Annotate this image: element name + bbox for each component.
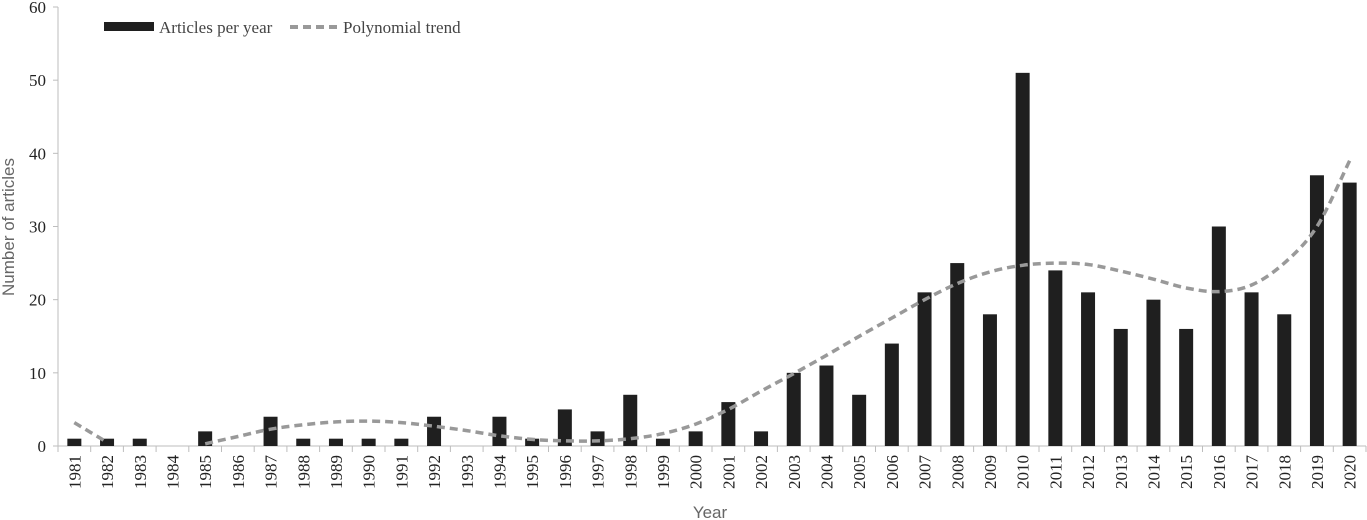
bar	[819, 365, 834, 446]
y-axis: 0 10 20 30 40 50 60	[29, 0, 59, 456]
x-tick-label: 1985	[196, 455, 215, 489]
x-tick-label: 2005	[850, 455, 869, 489]
bar	[132, 438, 147, 446]
y-tick-label: 50	[29, 71, 46, 90]
bar	[263, 416, 278, 446]
x-tick-label: 1982	[98, 455, 117, 489]
x-tick-label: 1984	[163, 455, 182, 490]
x-tick-label: 1983	[131, 455, 150, 489]
bar	[1179, 328, 1194, 446]
x-tick-label: 2011	[1046, 455, 1065, 488]
x-tick-label: 2001	[719, 455, 738, 489]
x-tick-label: 2014	[1144, 455, 1163, 490]
bar	[688, 431, 703, 446]
bar	[492, 416, 507, 446]
bar	[917, 292, 932, 446]
bar	[1211, 226, 1226, 446]
x-tick-label: 1988	[294, 455, 313, 489]
bar	[623, 394, 638, 446]
bar	[1015, 72, 1030, 446]
x-tick-label: 1990	[360, 455, 379, 489]
x-tick-label: 2019	[1308, 455, 1327, 489]
bar	[982, 314, 997, 446]
x-tick-label: 2009	[981, 455, 1000, 489]
bar	[786, 372, 801, 446]
x-tick-label: 1994	[490, 455, 509, 490]
x-tick-label: 1987	[262, 455, 281, 490]
x-tick-label: 2003	[785, 455, 804, 489]
trend-line	[204, 159, 1352, 446]
x-tick-label: 2015	[1177, 455, 1196, 489]
x-tick-label: 2017	[1243, 455, 1262, 490]
bar	[884, 343, 899, 446]
bar	[296, 438, 311, 446]
bar	[655, 438, 670, 446]
bar	[1113, 328, 1128, 446]
x-tick-label: 1991	[392, 455, 411, 489]
bar	[852, 394, 867, 446]
x-tick-label: 2012	[1079, 455, 1098, 489]
x-tick-label: 1989	[327, 455, 346, 489]
y-tick-label: 0	[38, 437, 47, 456]
x-tick-label: 1998	[621, 455, 640, 489]
bar	[427, 416, 442, 446]
x-tick-label: 2018	[1275, 455, 1294, 489]
bar	[394, 438, 409, 446]
bar	[1081, 292, 1096, 446]
y-axis-title: Number of articles	[0, 158, 18, 296]
bar	[950, 263, 965, 446]
x-tick-label: 2007	[916, 455, 935, 490]
x-tick-label: 1981	[65, 455, 84, 489]
bar	[67, 438, 82, 446]
x-axis: 1981 1982 1983 1984 1985 1986 1987 1988 1989 1990…	[57, 445, 1367, 490]
y-tick-label: 40	[29, 144, 46, 163]
bar	[1244, 292, 1259, 446]
x-axis-title: Year	[693, 503, 728, 520]
y-tick-label: 60	[29, 0, 46, 17]
bar	[557, 409, 572, 446]
legend-swatch-bar	[104, 22, 154, 31]
x-tick-label: 1997	[589, 455, 608, 490]
y-tick-label: 30	[29, 218, 46, 237]
y-tick-label: 20	[29, 291, 46, 310]
bar	[1309, 175, 1324, 447]
bar	[1146, 299, 1161, 446]
x-tick-label: 2006	[883, 455, 902, 489]
x-tick-label: 2013	[1112, 455, 1131, 489]
bar	[525, 438, 540, 446]
bar	[1342, 182, 1357, 446]
y-tick-label: 10	[29, 364, 46, 383]
legend: Articles per year Polynomial trend	[104, 18, 461, 37]
trend-line	[73, 421, 109, 444]
bar	[590, 431, 605, 446]
bar	[754, 431, 769, 446]
bar	[361, 438, 376, 446]
legend-label-line: Polynomial trend	[343, 18, 461, 37]
legend-label-bar: Articles per year	[159, 18, 273, 37]
x-tick-label: 2004	[817, 455, 836, 490]
bar	[100, 438, 115, 446]
x-tick-label: 1986	[229, 455, 248, 489]
x-tick-label: 1993	[458, 455, 477, 489]
bar	[1277, 314, 1292, 446]
x-tick-label: 2002	[752, 455, 771, 489]
x-tick-label: 2020	[1341, 455, 1360, 489]
x-tick-label: 2010	[1014, 455, 1033, 489]
x-tick-label: 2000	[687, 455, 706, 489]
bar	[1048, 270, 1063, 446]
x-tick-label: 1995	[523, 455, 542, 489]
bar-series	[67, 72, 1357, 447]
x-tick-label: 1996	[556, 455, 575, 489]
x-tick-label: 1992	[425, 455, 444, 489]
x-tick-label: 1999	[654, 455, 673, 489]
trend-series	[73, 159, 1352, 446]
x-tick-label: 2008	[948, 455, 967, 489]
x-tick-label: 2016	[1210, 455, 1229, 489]
bar	[328, 438, 343, 446]
